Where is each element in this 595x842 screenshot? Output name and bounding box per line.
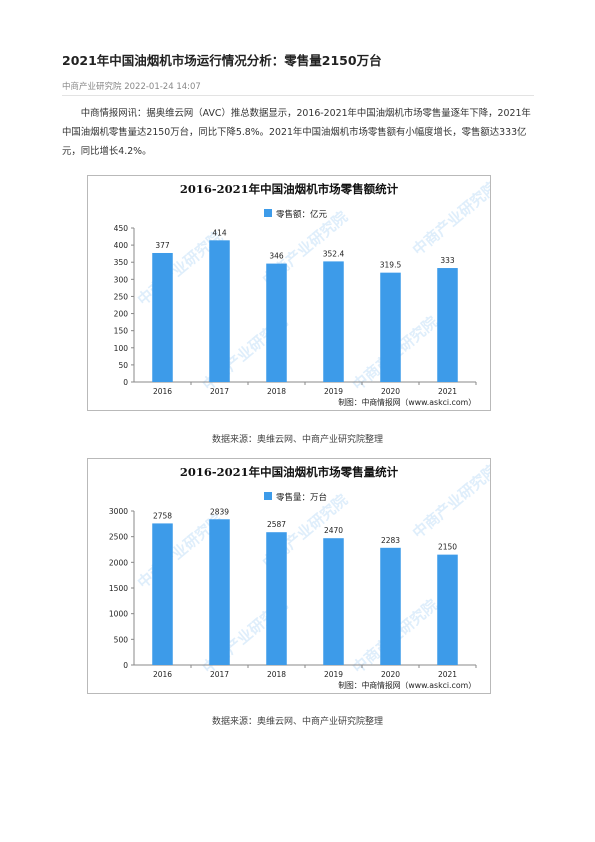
x-tick-label: 2019: [324, 387, 343, 396]
bar-value-label: 346: [269, 252, 284, 261]
title-divider: [62, 95, 534, 96]
bar-2016: [152, 252, 173, 382]
x-tick-label: 2021: [438, 670, 457, 679]
x-tick-label: 2020: [381, 387, 400, 396]
chart-caption-2: 数据来源：奥维云网、中商产业研究院整理: [211, 717, 383, 727]
y-tick-label: 250: [114, 292, 129, 301]
y-tick-label: 150: [114, 327, 129, 336]
x-tick-label: 2018: [267, 387, 286, 396]
bar-value-label: 333: [440, 256, 455, 265]
y-tick-label: 450: [114, 224, 129, 233]
article-source[interactable]: 中商产业研究院: [62, 82, 122, 92]
y-tick-label: 1000: [109, 610, 128, 619]
y-tick-label: 3000: [109, 507, 128, 516]
bar-2020: [380, 272, 401, 382]
article-date: 2022-01-24 14:07: [124, 82, 201, 92]
y-tick-label: 400: [114, 241, 129, 250]
y-tick-label: 200: [114, 310, 129, 319]
retail-volume-chart: 中商产业研究院中商产业研究院中商产业研究院中商产业研究院中商产业研究院2016-…: [87, 458, 491, 694]
bar-value-label: 2150: [438, 543, 457, 552]
retail-value-chart: 中商产业研究院中商产业研究院中商产业研究院中商产业研究院中商产业研究院2016-…: [87, 175, 491, 411]
chart-svg-2: 中商产业研究院中商产业研究院中商产业研究院中商产业研究院中商产业研究院2016-…: [109, 461, 490, 690]
watermark-text: 中商产业研究院: [409, 178, 490, 259]
bar-2016: [152, 523, 173, 665]
x-tick-label: 2017: [210, 387, 229, 396]
y-tick-label: 50: [118, 361, 128, 370]
legend-swatch: [264, 492, 272, 500]
bar-2020: [380, 547, 401, 665]
x-tick-label: 2021: [438, 387, 457, 396]
watermark-text: 中商产业研究院: [409, 461, 490, 542]
bar-2018: [266, 532, 287, 665]
legend-label: 零售额：亿元: [276, 209, 328, 220]
y-tick-label: 2500: [109, 533, 128, 542]
bar-2018: [266, 263, 287, 382]
legend-swatch: [264, 209, 272, 217]
y-tick-label: 1500: [109, 584, 128, 593]
y-tick-label: 500: [114, 635, 129, 644]
article-meta: 中商产业研究院 2022-01-24 14:07: [62, 80, 201, 92]
chart-svg-1: 中商产业研究院中商产业研究院中商产业研究院中商产业研究院中商产业研究院2016-…: [114, 178, 490, 407]
x-tick-label: 2017: [210, 670, 229, 679]
chart-caption-1: 数据来源：奥维云网、中商产业研究院整理: [211, 435, 383, 445]
article-paragraph: 中商情报网讯：据奥维云网（AVC）推总数据显示，2016-2021年中国油烟机市…: [62, 108, 531, 157]
bar-value-label: 2283: [381, 536, 400, 545]
bar-value-label: 2470: [324, 526, 343, 535]
bar-2019: [323, 261, 344, 382]
article-title: 2021年中国油烟机市场运行情况分析：零售量2150万台: [62, 53, 382, 68]
y-tick-label: 350: [114, 258, 129, 267]
legend-label: 零售量：万台: [276, 492, 327, 503]
chart-title: 2016-2021年中国油烟机市场零售额统计: [180, 182, 399, 196]
y-tick-label: 0: [123, 661, 128, 670]
bar-value-label: 377: [155, 241, 170, 250]
y-tick-label: 100: [114, 344, 129, 353]
x-tick-label: 2018: [267, 670, 286, 679]
chart-credit: 制图：中商情报网（www.askci.com）: [338, 397, 476, 407]
bar-value-label: 2758: [153, 511, 172, 520]
bar-value-label: 414: [212, 228, 227, 237]
y-tick-label: 2000: [109, 558, 128, 567]
bar-value-label: 319.5: [380, 261, 402, 270]
bar-value-label: 2839: [210, 507, 229, 516]
x-tick-label: 2016: [153, 387, 172, 396]
y-tick-label: 0: [123, 378, 128, 387]
bar-value-label: 2587: [267, 520, 286, 529]
bar-2019: [323, 538, 344, 665]
bar-2021: [437, 268, 458, 382]
y-tick-label: 300: [114, 275, 129, 284]
x-tick-label: 2020: [381, 670, 400, 679]
bar-value-label: 352.4: [323, 249, 345, 258]
chart-credit: 制图：中商情报网（www.askci.com）: [338, 680, 476, 690]
bar-2017: [209, 519, 230, 665]
x-tick-label: 2019: [324, 670, 343, 679]
chart-title: 2016-2021年中国油烟机市场零售量统计: [180, 465, 399, 479]
bar-2021: [437, 554, 458, 665]
x-tick-label: 2016: [153, 670, 172, 679]
bar-2017: [209, 240, 230, 382]
